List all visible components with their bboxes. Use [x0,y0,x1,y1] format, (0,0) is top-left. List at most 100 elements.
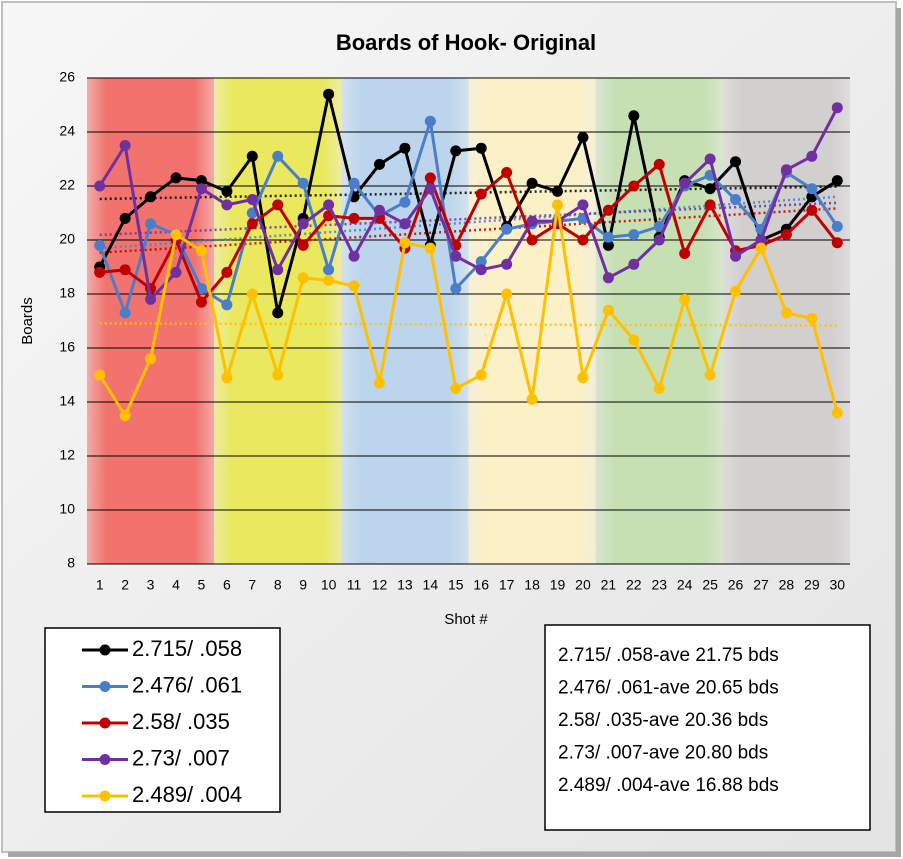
x-tick-label: 24 [677,577,693,593]
data-point [246,288,258,300]
data-point [272,307,284,319]
data-point [780,307,792,319]
series-line [99,162,839,304]
data-point [780,229,792,241]
x-tick-label: 12 [372,577,388,593]
x-tick-label: 9 [299,577,307,593]
data-point [831,102,843,114]
y-tick-label: 14 [59,393,75,409]
data-point [501,288,513,300]
x-tick-label: 20 [575,577,591,593]
data-point [730,156,742,168]
annotations: 2.715/ .058-ave 21.75 bds 2.476/ .061-ave… [558,645,779,796]
data-point [831,175,843,187]
data-point [501,167,513,178]
data-point [272,369,284,381]
y-tick-label: 18 [59,285,75,301]
frame-shadow [8,852,901,857]
data-point [602,231,614,243]
data-point [602,204,614,216]
data-point [323,88,335,100]
data-point [246,194,258,205]
data-point [475,142,487,154]
data-point [272,150,284,162]
data-point [552,199,564,211]
x-tick-label: 29 [804,577,820,593]
series-line [98,203,839,417]
data-point [399,237,411,249]
data-point [272,199,284,211]
legend: 2.715/ .058 2.476/ .061 2.58/ .035 2.73/ .0… [82,636,242,807]
data-point [297,239,309,251]
x-tick-label: 2 [121,577,129,593]
data-point [195,183,207,195]
data-point [424,242,436,254]
data-point [679,177,691,189]
background-band [87,78,215,564]
data-point [94,180,106,192]
data-point [221,299,233,311]
data-point [323,264,335,276]
y-tick-label: 22 [59,177,75,193]
legend-label: 2.476/ .061 [132,672,242,697]
data-point [628,258,640,270]
x-tick-label: 30 [829,577,845,593]
data-point [628,180,640,192]
data-point [119,212,131,224]
data-point [348,250,360,262]
annotation: 2.58/ .035-ave 20.36 bds [558,710,768,731]
background-band [722,78,850,564]
legend-label: 2.58/ .035 [132,709,230,734]
legend-marker [99,790,111,802]
x-tick-label: 25 [702,577,718,593]
data-point [831,221,843,232]
data-point [704,199,716,211]
data-point [755,242,767,254]
data-point [780,164,792,176]
x-axis-label: Shot # [444,611,488,628]
data-point [450,250,462,262]
data-point [653,234,665,246]
data-point [373,158,385,170]
y-tick-label: 26 [59,69,75,85]
data-point [679,248,691,259]
data-point [526,393,538,405]
x-tick-label: 26 [728,577,744,593]
y-tick-label: 16 [59,339,75,355]
legend-label: 2.715/ .058 [132,636,242,661]
data-point [297,218,309,230]
data-point [730,194,742,205]
data-point [373,204,385,216]
data-point [145,353,157,365]
legend-marker [99,644,111,656]
data-point [119,307,131,319]
data-point [119,410,131,421]
data-point [195,296,207,308]
x-tick-label: 5 [198,577,206,593]
data-point [577,131,589,143]
data-point [246,218,258,230]
data-point [399,218,411,230]
legend-marker [99,717,111,729]
x-tick-label: 11 [347,577,362,593]
data-point [653,158,665,170]
data-point [348,177,360,189]
data-point [475,188,487,200]
legend-label: 2.489/ .004 [132,782,242,807]
data-point [501,223,513,235]
x-tick-label: 17 [499,577,515,593]
y-tick-label: 8 [67,555,75,571]
data-point [373,377,385,389]
data-point [602,239,614,251]
trendline [99,207,838,254]
annotation: 2.715/ .058-ave 21.75 bds [558,645,779,666]
x-tick-label: 21 [601,577,617,593]
data-point [730,250,742,262]
data-point [94,239,106,251]
data-point [323,275,335,286]
data-point [704,153,716,165]
data-point [501,258,513,270]
data-point [94,266,106,278]
data-point [526,234,538,246]
